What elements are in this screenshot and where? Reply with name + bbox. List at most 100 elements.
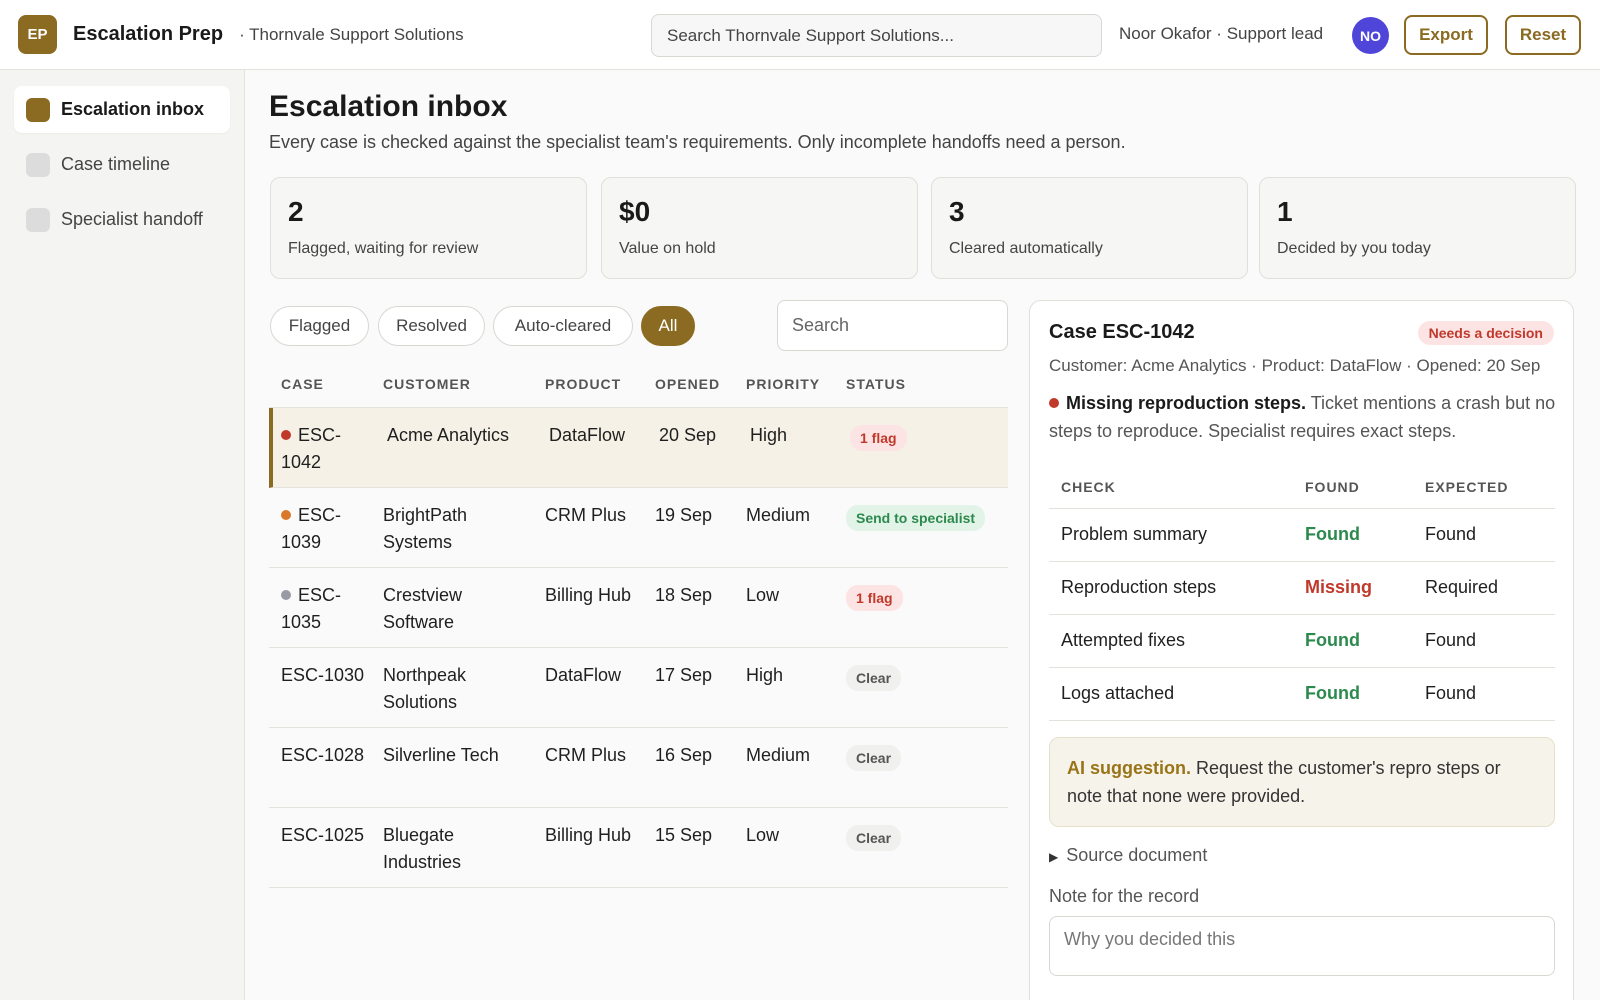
sidebar-item-case-timeline[interactable]: Case timeline	[14, 141, 230, 188]
alert-dot-icon	[1049, 398, 1059, 408]
nav-square-icon	[26, 152, 50, 177]
stat-label: Decided by you today	[1277, 240, 1431, 257]
page-subtitle: Every case is checked against the specia…	[269, 132, 1126, 152]
avatar[interactable]: NO	[1352, 17, 1389, 54]
priority-cell: Low	[746, 585, 780, 605]
table-row[interactable]: ESC-1030 Northpeak Solutions DataFlow 17…	[269, 648, 1008, 728]
note-label: Note for the record	[1049, 886, 1200, 906]
product-cell: Billing Hub	[545, 585, 632, 605]
status-badge: Clear	[846, 825, 902, 851]
check-table-header: CHECK FOUND EXPECTED	[1049, 467, 1555, 509]
check-found: Missing	[1305, 577, 1373, 597]
filter-chip-resolved[interactable]: Resolved	[378, 306, 485, 346]
column-header-status[interactable]: STATUS	[846, 376, 906, 392]
status-badge: 1 flag	[846, 585, 903, 611]
case-id-cell: ESC-1030	[281, 665, 365, 685]
customer-cell: Crestview Software	[383, 585, 463, 632]
stat-label: Cleared automatically	[949, 240, 1103, 257]
check-row: Problem summary Found Found	[1049, 509, 1555, 562]
ai-suggestion-label: AI suggestion.	[1067, 758, 1192, 778]
customer-cell: Bluegate Industries	[383, 825, 462, 872]
check-expected: Found	[1425, 683, 1477, 703]
priority-dot-icon	[281, 590, 291, 600]
ai-suggestion-text: Request the customer's repro steps or no…	[1067, 758, 1501, 806]
stat-value: 1	[1277, 196, 1293, 227]
priority-cell: Medium	[746, 745, 811, 765]
table-row[interactable]: ESC-1035 Crestview Software Billing Hub …	[269, 568, 1008, 648]
check-name: Attempted fixes	[1061, 630, 1186, 650]
ai-suggestion: AI suggestion. Request the customer's re…	[1049, 737, 1555, 827]
stat-value: $0	[619, 196, 651, 227]
case-id: ESC-1035	[281, 585, 342, 632]
check-expected: Found	[1425, 630, 1477, 650]
source-document-toggle[interactable]: ▶ Source document	[1049, 845, 1554, 866]
filter-chip-all[interactable]: All	[641, 306, 695, 346]
table-header: CASE CUSTOMER PRODUCT OPENED PRIORITY ST…	[269, 362, 1008, 408]
sidebar-item-specialist-handoff[interactable]: Specialist handoff	[14, 196, 230, 243]
column-header-opened[interactable]: OPENED	[655, 376, 721, 392]
case-table: CASE CUSTOMER PRODUCT OPENED PRIORITY ST…	[269, 362, 1008, 888]
priority-cell: Low	[746, 825, 780, 845]
case-id-cell: ESC-1035	[281, 582, 371, 636]
finding-text: Ticket mentions a crash but no steps to …	[1049, 393, 1556, 441]
app-logo: EP	[18, 15, 57, 54]
case-id-cell: ESC-1025	[281, 825, 365, 845]
priority-cell: High	[746, 665, 784, 685]
export-button[interactable]: Export	[1404, 15, 1488, 55]
sidebar-item-escalation-inbox[interactable]: Escalation inbox	[14, 86, 230, 133]
column-header-case[interactable]: CASE	[281, 376, 324, 392]
product-cell: CRM Plus	[545, 505, 627, 525]
check-name: Problem summary	[1061, 524, 1208, 544]
case-id: ESC-1042	[281, 425, 342, 472]
status-badge: Clear	[846, 745, 902, 771]
check-found: Found	[1305, 630, 1360, 650]
nav-square-icon	[26, 207, 50, 232]
column-header-customer[interactable]: CUSTOMER	[383, 376, 471, 392]
table-row[interactable]: ESC-1028 Silverline Tech CRM Plus 16 Sep…	[269, 728, 1008, 808]
stat-card-decided: 1 Decided by you today	[1259, 177, 1576, 279]
stat-card-cleared: 3 Cleared automatically	[931, 177, 1248, 279]
opened-cell: 20 Sep	[659, 425, 717, 445]
check-name: Logs attached	[1061, 683, 1175, 703]
stat-card-value-on-hold: $0 Value on hold	[601, 177, 918, 279]
case-id-cell: ESC-1028	[281, 745, 365, 765]
global-search-input[interactable]	[651, 14, 1102, 57]
column-header-priority[interactable]: PRIORITY	[746, 376, 821, 392]
case-id: ESC-1039	[281, 505, 342, 552]
check-row: Reproduction steps Missing Required	[1049, 562, 1555, 615]
check-name: Reproduction steps	[1061, 577, 1217, 597]
status-badge: Clear	[846, 665, 902, 691]
table-row[interactable]: ESC-1025 Bluegate Industries Billing Hub…	[269, 808, 1008, 888]
table-row[interactable]: ESC-1039 BrightPath Systems CRM Plus 19 …	[269, 488, 1008, 568]
column-header-found: FOUND	[1305, 479, 1360, 495]
stat-label: Flagged, waiting for review	[288, 240, 479, 257]
check-row: Logs attached Found Found	[1049, 668, 1555, 721]
sidebar-item-label: Specialist handoff	[61, 209, 203, 229]
column-header-product[interactable]: PRODUCT	[545, 376, 622, 392]
product-cell: DataFlow	[549, 425, 626, 445]
filter-chip-flagged[interactable]: Flagged	[270, 306, 369, 346]
finding: Missing reproduction steps. Ticket menti…	[1049, 389, 1559, 445]
priority-dot-icon	[281, 430, 291, 440]
stat-label: Value on hold	[619, 240, 716, 257]
filter-chip-auto-cleared[interactable]: Auto-cleared	[493, 306, 633, 346]
detail-meta: Customer: Acme Analytics · Product: Data…	[1049, 356, 1541, 375]
customer-cell: Northpeak Solutions	[383, 665, 467, 712]
status-badge: Send to specialist	[846, 505, 986, 531]
note-field[interactable]	[1049, 916, 1555, 976]
column-header-expected: EXPECTED	[1425, 479, 1509, 495]
decision-badge: Needs a decision	[1417, 321, 1554, 345]
table-search-input[interactable]	[777, 300, 1008, 351]
priority-dot-icon	[281, 510, 291, 520]
product-cell: DataFlow	[545, 665, 622, 685]
triangle-right-icon: ▶	[1049, 850, 1059, 864]
app-name: Escalation Prep	[73, 23, 224, 45]
check-expected: Required	[1425, 577, 1499, 597]
user-label: Noor Okafor · Support lead	[1119, 24, 1324, 43]
finding-title: Missing reproduction steps.	[1066, 393, 1307, 413]
table-row[interactable]: ESC-1042 Acme Analytics DataFlow 20 Sep …	[269, 408, 1008, 488]
case-detail-panel: Case ESC-1042 Needs a decision Customer:…	[1029, 300, 1574, 1000]
sidebar-item-label: Case timeline	[61, 154, 171, 174]
sidebar: Escalation inbox Case timeline Specialis…	[0, 70, 245, 1000]
reset-button[interactable]: Reset	[1505, 15, 1581, 55]
